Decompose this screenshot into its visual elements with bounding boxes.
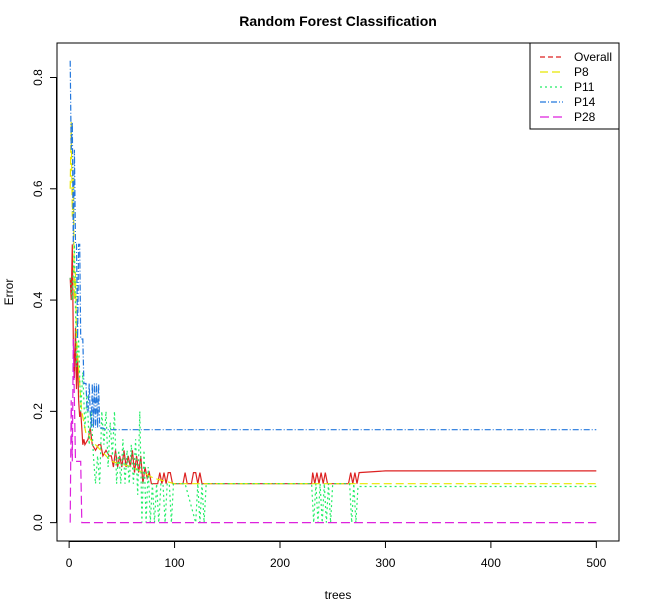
series-line-p11 <box>69 244 597 523</box>
legend-label-overall: Overall <box>574 50 612 64</box>
legend-label-p11: P11 <box>574 80 595 94</box>
x-tick-label: 100 <box>165 556 185 570</box>
legend-label-p28: P28 <box>574 110 596 124</box>
y-axis: 0.0 0.2 0.4 0.6 0.8 <box>31 69 57 531</box>
x-axis: 0 100 200 300 400 500 <box>66 541 607 570</box>
y-tick-label: 0.6 <box>31 180 45 197</box>
x-tick-label: 0 <box>66 556 73 570</box>
x-axis-title: trees <box>325 588 352 600</box>
chart-title: Random Forest Classification <box>239 13 437 29</box>
series-line-p28 <box>69 338 597 524</box>
y-tick-label: 0.0 <box>31 514 45 531</box>
y-tick-label: 0.2 <box>31 403 45 420</box>
y-tick-label: 0.8 <box>31 69 45 86</box>
series-layer <box>69 60 597 524</box>
series-line-p8 <box>69 121 597 485</box>
x-tick-label: 400 <box>481 556 501 570</box>
y-axis-title: Error <box>2 279 16 306</box>
y-tick-label: 0.4 <box>31 291 45 308</box>
series-line-p14 <box>69 60 597 431</box>
x-tick-label: 200 <box>270 556 290 570</box>
x-tick-label: 300 <box>375 556 395 570</box>
legend-label-p14: P14 <box>574 95 596 109</box>
legend-label-p8: P8 <box>574 65 589 79</box>
x-tick-label: 500 <box>586 556 606 570</box>
series-line-overall <box>69 244 597 485</box>
